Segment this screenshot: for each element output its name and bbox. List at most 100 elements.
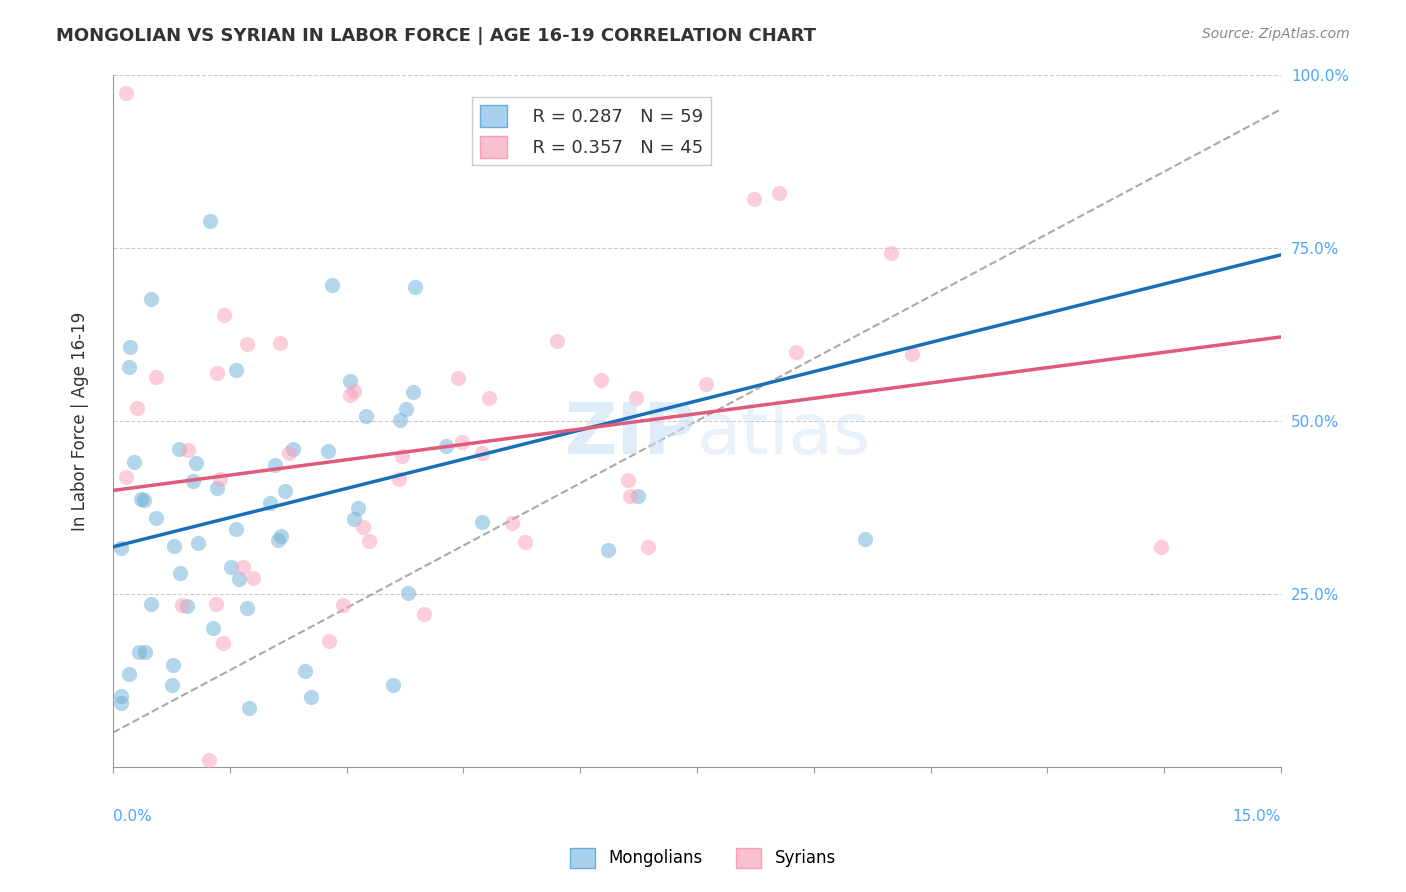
Point <box>1150 540 1173 554</box>
Point <box>127 401 149 415</box>
Point <box>176 599 198 614</box>
Text: atlas: atlas <box>697 401 872 469</box>
Point <box>160 678 183 692</box>
Point <box>115 87 138 101</box>
Point <box>316 443 339 458</box>
Point <box>396 586 419 600</box>
Point <box>434 440 457 454</box>
Point <box>382 678 405 692</box>
Text: Source: ZipAtlas.com: Source: ZipAtlas.com <box>1202 27 1350 41</box>
Point <box>901 347 924 361</box>
Point <box>451 434 474 449</box>
Y-axis label: In Labor Force | Age 16-19: In Labor Force | Age 16-19 <box>72 311 89 531</box>
Point <box>201 621 224 635</box>
Point <box>170 599 193 613</box>
Text: 15.0%: 15.0% <box>1233 809 1281 824</box>
Point <box>617 473 640 487</box>
Point <box>197 753 219 767</box>
Point <box>695 376 717 391</box>
Point <box>110 541 132 556</box>
Point <box>388 413 411 427</box>
Text: ZIP: ZIP <box>565 401 697 469</box>
Point <box>299 690 322 704</box>
Point <box>447 370 470 384</box>
Point <box>637 541 659 555</box>
Point <box>332 599 354 613</box>
Point <box>162 657 184 672</box>
Point <box>207 366 229 380</box>
Point <box>512 143 534 157</box>
Point <box>530 150 553 164</box>
Point <box>184 456 207 470</box>
Point <box>110 689 132 703</box>
Point <box>627 489 650 503</box>
Point <box>129 491 152 506</box>
Point <box>207 482 229 496</box>
Point <box>205 597 228 611</box>
Point <box>242 571 264 585</box>
Point <box>339 388 361 402</box>
Point <box>211 635 233 649</box>
Text: MONGOLIAN VS SYRIAN IN LABOR FORCE | AGE 16-19 CORRELATION CHART: MONGOLIAN VS SYRIAN IN LABOR FORCE | AGE… <box>56 27 817 45</box>
Point <box>501 516 523 531</box>
Point <box>163 539 186 553</box>
Point <box>404 280 426 294</box>
Point <box>209 472 232 486</box>
Point <box>354 409 377 423</box>
Point <box>619 489 641 503</box>
Point <box>274 483 297 498</box>
Point <box>114 470 136 484</box>
Point <box>214 308 236 322</box>
Point <box>342 512 364 526</box>
Point <box>139 292 162 306</box>
Point <box>118 340 141 354</box>
Point <box>785 345 807 359</box>
Point <box>264 458 287 472</box>
Point <box>259 496 281 510</box>
Point <box>132 493 155 508</box>
Point <box>236 601 259 615</box>
Point <box>768 186 790 200</box>
Point <box>169 566 191 580</box>
Point <box>200 214 222 228</box>
Point <box>281 442 304 456</box>
Point <box>177 442 200 457</box>
Point <box>346 501 368 516</box>
Point <box>232 560 254 574</box>
Point <box>412 607 434 622</box>
Legend:   R = 0.287   N = 59,   R = 0.357   N = 45: R = 0.287 N = 59, R = 0.357 N = 45 <box>472 97 710 165</box>
Point <box>187 535 209 549</box>
Point <box>318 634 340 648</box>
Point <box>219 560 242 574</box>
Point <box>387 472 409 486</box>
Point <box>471 515 494 529</box>
Point <box>596 542 619 557</box>
Point <box>401 384 423 399</box>
Point <box>515 534 537 549</box>
Point <box>145 369 167 384</box>
Point <box>471 445 494 459</box>
Point <box>225 522 247 536</box>
Point <box>145 511 167 525</box>
Point <box>134 645 156 659</box>
Point <box>238 701 260 715</box>
Point <box>880 245 903 260</box>
Point <box>624 391 647 405</box>
Point <box>294 664 316 678</box>
Point <box>395 401 418 416</box>
Point <box>181 475 204 489</box>
Point <box>236 336 259 351</box>
Point <box>742 192 765 206</box>
Point <box>357 534 380 549</box>
Point <box>546 334 568 348</box>
Point <box>352 519 374 533</box>
Point <box>167 442 190 456</box>
Text: 0.0%: 0.0% <box>112 809 152 824</box>
Point <box>110 697 132 711</box>
Point <box>228 572 250 586</box>
Point <box>128 645 150 659</box>
Point <box>118 666 141 681</box>
Point <box>266 533 288 547</box>
Point <box>118 359 141 374</box>
Legend: Mongolians, Syrians: Mongolians, Syrians <box>564 841 842 875</box>
